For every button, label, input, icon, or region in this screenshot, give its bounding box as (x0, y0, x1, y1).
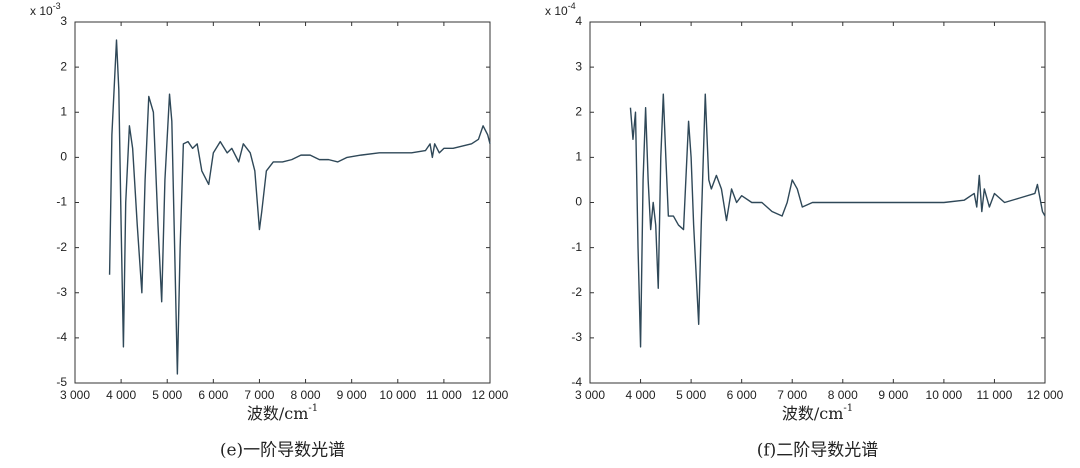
x-axis-label-text: 波数/cm (782, 404, 844, 423)
spectrum-line (629, 93, 1046, 348)
x-axis-label-superscript: -1 (308, 403, 318, 414)
x-axis-label: 波数/cm-1 (247, 403, 318, 423)
x-tick-label: 3 000 (575, 388, 605, 402)
x-tick-label: 6 000 (727, 388, 757, 402)
y-tick-label: -1 (56, 195, 67, 209)
y-tick-label: 0 (60, 150, 67, 164)
x-tick-label: 12 000 (1027, 388, 1064, 402)
caption: (f)二阶导数光谱 (757, 441, 879, 461)
y-tick-label: -3 (56, 285, 67, 299)
x-tick-label: 8 000 (828, 388, 858, 402)
y-tick-label: 1 (575, 150, 582, 164)
x-axis-label-text: 波数/cm (247, 404, 309, 423)
x-tick-label: 5 000 (676, 388, 706, 402)
x-tick-label: 7 000 (777, 388, 807, 402)
y-tick-label: 0 (575, 195, 582, 209)
x-tick-label: 8 000 (291, 388, 321, 402)
y-tick-label: -3 (571, 330, 582, 344)
y-tick-label: 4 (575, 14, 582, 28)
y-multiplier-exponent: -4 (568, 1, 576, 11)
x-tick-label: 11 000 (426, 388, 462, 402)
x-axis-label: 波数/cm-1 (782, 403, 853, 423)
y-tick-label: -2 (571, 285, 582, 299)
y-tick-label: -4 (56, 330, 67, 344)
x-tick-label: 3 000 (60, 388, 90, 402)
x-tick-label: 11 000 (977, 388, 1013, 402)
y-tick-label: 2 (575, 104, 582, 118)
x-tick-label: 10 000 (926, 388, 963, 402)
x-axis-label-superscript: -1 (843, 403, 853, 414)
y-multiplier-base: x 10 (545, 4, 568, 18)
y-tick-label: -2 (56, 240, 67, 254)
y-multiplier: x 10-4 (545, 1, 576, 18)
y-tick-label: 1 (60, 104, 67, 118)
x-tick-label: 5 000 (152, 388, 182, 402)
y-tick-label: 3 (60, 14, 67, 28)
y-tick-label: 3 (575, 59, 582, 73)
x-tick-label: 7 000 (244, 388, 274, 402)
x-tick-label: 6 000 (198, 388, 228, 402)
caption: (e)一阶导数光谱 (220, 441, 345, 461)
y-multiplier-base: x 10 (30, 4, 53, 18)
y-tick-label: -5 (56, 375, 67, 389)
y-tick-label: 2 (60, 59, 67, 73)
x-tick-label: 10 000 (379, 388, 416, 402)
x-tick-label: 4 000 (106, 388, 136, 402)
y-multiplier-exponent: -3 (53, 1, 61, 11)
y-multiplier: x 10-3 (30, 1, 61, 18)
spectrum-line (108, 39, 491, 375)
x-tick-label: 9 000 (337, 388, 367, 402)
x-tick-label: 4 000 (626, 388, 656, 402)
x-tick-label: 9 000 (878, 388, 908, 402)
y-tick-label: -4 (571, 375, 582, 389)
x-tick-label: 12 000 (472, 388, 509, 402)
y-tick-label: -1 (571, 240, 582, 254)
plot-area (74, 21, 491, 384)
